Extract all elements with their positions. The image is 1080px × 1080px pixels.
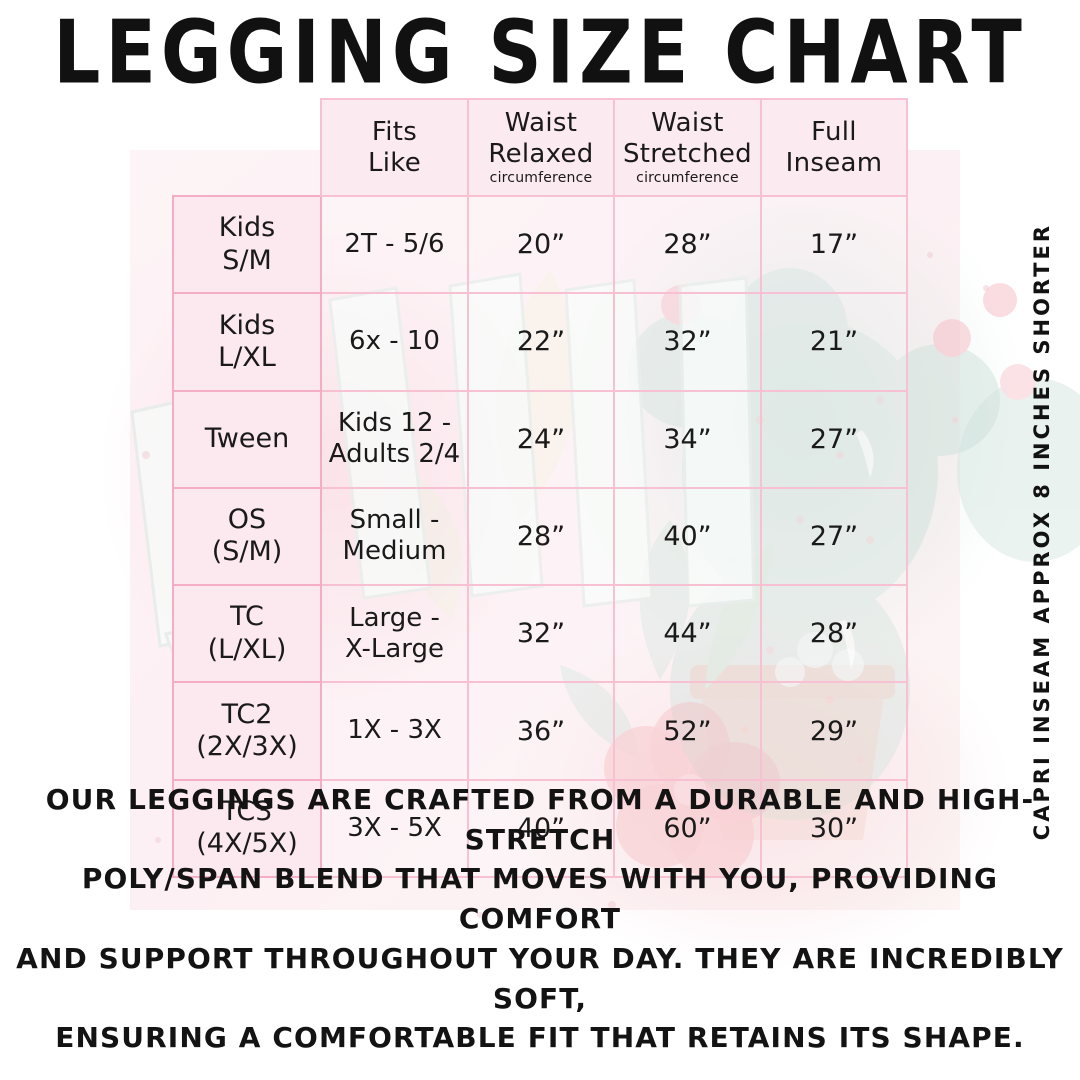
header-line-1: Waist [504, 108, 578, 139]
waist-stretched-cell: 32” [613, 292, 762, 392]
size-label-cell: OS (S/M) [172, 486, 322, 587]
size-label-cell: Kids L/XL [172, 292, 322, 392]
fits-like-line-1: Small - [349, 505, 440, 536]
waist-relaxed-cell: 32” [467, 584, 615, 684]
corner-cell [173, 99, 321, 196]
waist-relaxed-cell: 20” [467, 194, 615, 295]
waist-stretched-cell: 44” [613, 584, 762, 684]
header-subtext: circumference [636, 170, 739, 187]
size-label-cell: Kids S/M [172, 194, 322, 295]
footer-line-3: AND SUPPORT THROUGHOUT YOUR DAY. THEY AR… [16, 941, 1064, 1015]
size-label-cell: TC2 (2X/3X) [172, 681, 322, 781]
header-line-1: Full [811, 116, 857, 147]
fits-like-line-1: Kids 12 - [337, 408, 452, 439]
column-header-waist-relaxed: Waist Relaxed circumference [467, 98, 615, 197]
header-line-2: Stretched [623, 138, 752, 169]
full-inseam-cell: 27” [760, 486, 908, 587]
header-line-1: Waist [651, 108, 724, 139]
size-label-line-2: (S/M) [211, 536, 283, 568]
fits-like-cell: 1X - 3X [320, 681, 469, 781]
table-row: Kids L/XL 6x - 10 22” 32” 21” [172, 292, 908, 392]
full-inseam-cell: 21” [760, 292, 908, 392]
size-label-line-2: (2X/3X) [196, 731, 298, 763]
size-label-line-1: TC [230, 601, 264, 633]
size-label-line-2: L/XL [218, 341, 276, 373]
fits-like-line-1: 1X - 3X [347, 715, 442, 746]
fits-like-cell: Small - Medium [320, 486, 469, 587]
waist-relaxed-cell: 24” [467, 389, 615, 489]
capri-inseam-note-text: CAPRI INSEAM APPROX 8 INCHES SHORTER [1030, 223, 1054, 841]
size-label-line-1: Kids [218, 212, 276, 244]
table-row: Kids S/M 2T - 5/6 20” 28” 17” [172, 194, 908, 295]
capri-inseam-note: CAPRI INSEAM APPROX 8 INCHES SHORTER [1022, 223, 1062, 840]
table-body: Kids S/M 2T - 5/6 20” 28” 17” Kids L/XL 6x - 10 2… [172, 194, 908, 879]
header-subtext: circumference [489, 170, 593, 187]
waist-stretched-cell: 28” [613, 194, 762, 295]
header-line-2: Inseam [785, 147, 883, 178]
waist-relaxed-cell: 22” [467, 292, 615, 392]
fits-like-cell: 2T - 5/6 [320, 194, 469, 295]
table-row: Tween Kids 12 - Adults 2/4 24” 34” 27” [172, 389, 908, 489]
waist-stretched-cell: 34” [613, 389, 762, 489]
size-label-line-1: OS [227, 504, 267, 536]
full-inseam-cell: 29” [760, 681, 908, 781]
fits-like-line-2: Medium [342, 536, 447, 567]
footer-line-1: OUR LEGGINGS ARE CRAFTED FROM A DURABLE … [45, 782, 1035, 856]
full-inseam-cell: 28” [760, 584, 908, 684]
waist-relaxed-cell: 28” [467, 486, 615, 587]
size-label-line-1: Kids [218, 309, 276, 341]
size-label-line-2: (L/XL) [207, 633, 287, 665]
fits-like-cell: Kids 12 - Adults 2/4 [320, 389, 469, 489]
size-label-line-1: Tween [204, 423, 290, 454]
size-label-cell: Tween [172, 389, 322, 489]
table-row: OS (S/M) Small - Medium 28” 40” 27” [172, 486, 908, 587]
fits-like-line-1: 6x - 10 [349, 326, 440, 357]
size-label-cell: TC (L/XL) [172, 584, 322, 684]
footer-line-4: ENSURING A COMFORTABLE FIT THAT RETAINS … [55, 1021, 1025, 1055]
fits-like-line-2: X-Large [344, 633, 445, 664]
table-row: TC2 (2X/3X) 1X - 3X 36” 52” 29” [172, 681, 908, 781]
table-header: Fits Like Waist Relaxed circumference Wa… [173, 98, 908, 197]
fits-like-line-2: Adults 2/4 [328, 439, 461, 470]
fits-like-line-1: 2T - 5/6 [344, 229, 445, 260]
table-row: TC (L/XL) Large - X-Large 32” 44” 28” [172, 584, 908, 684]
header-line-1: Fits [371, 116, 418, 147]
full-inseam-cell: 17” [760, 194, 908, 295]
waist-stretched-cell: 40” [613, 486, 762, 587]
header-line-2: Like [367, 147, 422, 178]
column-header-full-inseam: Full Inseam [760, 98, 908, 197]
header-line-2: Relaxed [488, 138, 594, 169]
legging-size-chart-table: Fits Like Waist Relaxed circumference Wa… [172, 98, 908, 879]
fits-like-cell: Large - X-Large [320, 584, 469, 684]
header-row: Fits Like Waist Relaxed circumference Wa… [173, 98, 908, 197]
fits-like-cell: 6x - 10 [320, 292, 469, 392]
size-label-line-1: TC2 [221, 698, 273, 730]
waist-stretched-cell: 52” [613, 681, 762, 781]
waist-relaxed-cell: 36” [467, 681, 615, 781]
footer-line-2: POLY/SPAN BLEND THAT MOVES WITH YOU, PRO… [81, 862, 999, 935]
column-header-waist-stretched: Waist Stretched circumference [613, 98, 762, 197]
column-header-fits-like: Fits Like [320, 98, 469, 197]
fits-like-line-1: Large - [349, 602, 440, 633]
footer-description: OUR LEGGINGS ARE CRAFTED FROM A DURABLE … [0, 780, 1080, 1058]
size-label-line-2: S/M [222, 244, 272, 276]
page-title: LEGGING SIZE CHART [53, 2, 1027, 104]
full-inseam-cell: 27” [760, 389, 908, 489]
